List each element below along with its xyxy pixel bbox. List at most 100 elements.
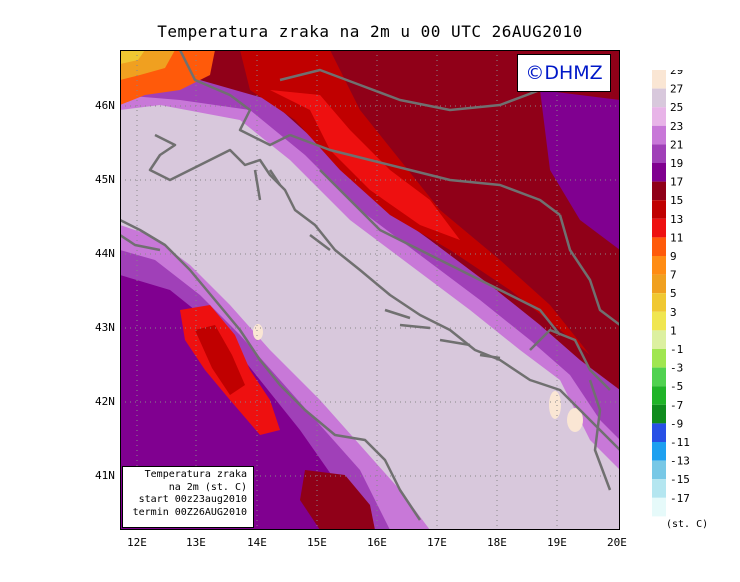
lon-label: 18E [487,536,507,549]
legend-swatch [652,70,666,89]
legend-swatch [652,125,666,145]
legend-label: 27 [670,83,683,96]
croatia-coastline [148,133,620,451]
balkans-red [120,50,590,355]
legend-label: -9 [670,417,683,430]
croatia-north-border [289,133,561,216]
lat-label: 44N [95,247,115,260]
lon-label: 19E [547,536,567,549]
legend-label: 17 [670,176,683,189]
legend-label: -17 [670,492,690,505]
legend-swatch [652,386,666,405]
legend-label: 19 [670,157,683,170]
legend-swatch [652,404,666,424]
color-legend: 29 27 25 23 21 19 17 15 13 11 9 7 5 3 1 -1 -3 -5 -7 -9 -11 -1… [652,70,690,517]
balkans-east-purple [540,90,620,250]
info-line: na 2m (st. C) [168,481,247,493]
legend-swatch [652,274,666,294]
legend-swatch [652,200,666,219]
island-krk [268,169,282,186]
legend-swatch [652,330,666,349]
balkans-red-patch [270,90,460,240]
info-line: start 00z23aug2010 [138,494,247,505]
lat-label: 41N [95,469,115,482]
lon-label: 15E [307,536,327,549]
legend-label: 11 [670,231,683,244]
legend-label: 25 [670,101,683,114]
sea-patch-3 [567,408,583,432]
legend-units: (st. C) [666,519,709,530]
legend-label: -5 [670,380,683,393]
legend-label: 29 [670,70,683,77]
legend-label: -3 [670,362,683,375]
legend-swatch [652,442,666,461]
legend-swatch [652,367,666,387]
lon-label: 12E [127,536,147,549]
legend-label: 1 [670,324,677,337]
legend-swatch [652,256,666,275]
lon-label: 14E [247,536,267,549]
italy-coastline [120,218,422,521]
legend-swatch [652,293,666,312]
albania-border [588,379,612,491]
serbia-border [558,214,620,326]
legend-swatch [652,237,666,256]
legend-swatch [652,479,666,498]
map-title: Temperatura zraka na 2m u 00 UTC 26AUG20… [157,22,583,41]
legend-label: -15 [670,473,690,486]
lon-label: 16E [367,536,387,549]
legend-label: 23 [670,120,683,133]
island-cres [253,169,262,201]
legend-label: -13 [670,455,690,468]
info-box: Temperatura zraka na 2m (st. C) start 00… [122,466,254,528]
island-korcula [439,338,471,347]
dhmz-badge: ©DHMZ [517,54,611,92]
info-line: termin 00Z26AUG2010 [132,506,247,518]
legend-swatch [652,497,666,517]
legend-label: 9 [670,250,677,263]
alps-yellow [120,50,145,64]
legend-label: -7 [670,399,683,412]
lat-label: 43N [95,321,115,334]
legend-label: 21 [670,138,683,151]
temperature-map [120,50,620,530]
island-dugi [309,234,331,251]
graticule [120,50,620,530]
sea-patch-1 [253,324,263,340]
legend-swatch [652,144,666,163]
legend-label: 5 [670,287,677,300]
legend-label: -11 [670,436,690,449]
balkans-dark-red [120,50,620,390]
legend-swatch [652,181,666,201]
island-mljet [479,353,501,360]
legend-swatch [652,218,666,238]
legend-swatch [652,311,666,331]
lat-label: 45N [95,173,115,186]
legend-swatch [652,423,666,442]
legend-label: -1 [670,343,683,356]
legend-swatch [652,460,666,480]
lon-label: 13E [186,536,206,549]
info-line: Temperatura zraka [144,469,247,480]
sea-patch-2 [549,391,561,419]
legend-swatch [652,349,666,368]
legend-swatch [652,163,666,182]
bosnia-border [319,169,561,336]
lat-label: 42N [95,395,115,408]
legend-label: 15 [670,194,683,207]
legend-label: 3 [670,306,677,319]
lon-label: 20E [607,536,627,549]
legend-swatch [652,88,666,108]
slovenia-border [178,50,291,147]
legend-label: 7 [670,269,677,282]
lon-label: 17E [427,536,447,549]
montenegro-border [529,328,611,391]
lat-label: 46N [95,99,115,112]
island-hvar [399,323,431,330]
legend-swatch [652,107,666,126]
hungary-border [279,68,581,112]
italy-east-coastline [120,233,161,252]
island-brac [384,308,411,320]
italy-hot-spot [195,325,245,395]
italy-south-warm [300,470,375,530]
